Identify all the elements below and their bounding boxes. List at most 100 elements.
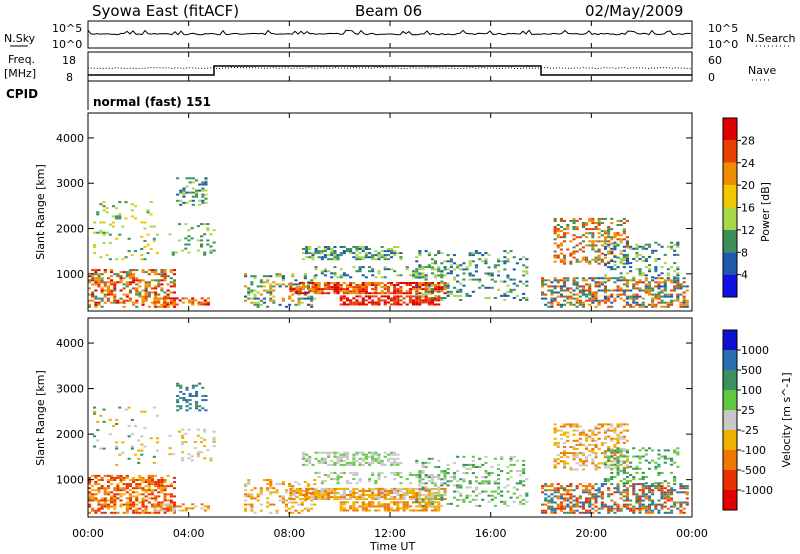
heatmap-cell — [201, 395, 205, 397]
heatmap-cell — [346, 480, 350, 483]
heatmap-cell — [140, 435, 144, 438]
heatmap-cell — [566, 297, 570, 300]
heatmap-cell — [415, 292, 419, 295]
heatmap-cell — [187, 453, 191, 456]
heatmap-cell — [440, 297, 444, 299]
heatmap-cell — [679, 501, 683, 504]
heatmap-cell — [603, 429, 607, 432]
heatmap-cell — [622, 450, 626, 453]
heatmap-cell — [622, 258, 626, 260]
heatmap-cell — [421, 461, 425, 464]
heatmap-cell — [201, 181, 205, 184]
heatmap-cell — [275, 511, 279, 514]
heatmap-cell — [591, 431, 595, 434]
heatmap-cell — [654, 487, 658, 490]
heatmap-cell — [440, 471, 444, 474]
heatmap-cell — [113, 501, 117, 504]
heatmap-cell — [125, 285, 129, 288]
heatmap-cell — [144, 505, 148, 508]
heatmap-cell — [140, 235, 144, 238]
heatmap-cell — [306, 509, 310, 512]
heatmap-cell — [597, 262, 601, 265]
heatmap-cell — [424, 286, 428, 289]
heatmap-cell — [657, 297, 661, 300]
heatmap-cell — [657, 287, 661, 290]
heatmap-cell — [607, 260, 611, 263]
heatmap-cell — [105, 211, 109, 214]
heatmap-cell — [106, 503, 110, 506]
heatmap-cell — [622, 505, 626, 508]
heatmap-cell — [484, 470, 488, 473]
heatmap-cell — [105, 254, 109, 257]
heatmap-cell — [629, 499, 633, 502]
heatmap-cell — [484, 262, 488, 265]
heatmap-cell — [361, 292, 365, 295]
heatmap-cell — [185, 191, 189, 194]
heatmap-cell — [113, 289, 117, 292]
velocity-heatmap-cells — [88, 382, 689, 514]
heatmap-cell — [339, 246, 343, 248]
heatmap-cell — [648, 270, 652, 273]
heatmap-cell — [619, 469, 623, 472]
heatmap-cell — [371, 492, 375, 494]
heatmap-cell — [393, 284, 397, 286]
heatmap-cell — [185, 399, 189, 402]
heatmap-cell — [581, 501, 585, 504]
heatmap-cell — [179, 199, 183, 202]
heatmap-cell — [269, 287, 273, 290]
heatmap-cell — [581, 511, 585, 514]
heatmap-cell — [306, 295, 310, 298]
freq-tick-bottom: 8 — [66, 71, 73, 84]
heatmap-cell — [648, 289, 652, 292]
heatmap-cell — [138, 474, 142, 477]
heatmap-cell — [421, 471, 425, 474]
heatmap-cell — [256, 303, 260, 306]
heatmap-cell — [644, 283, 648, 286]
heatmap-cell — [474, 488, 478, 491]
heatmap-cell — [181, 434, 185, 437]
heatmap-cell — [559, 495, 563, 498]
heatmap-cell — [88, 481, 92, 483]
heatmap-cell — [133, 453, 137, 456]
heatmap-cell — [301, 455, 305, 458]
heatmap-cell — [119, 493, 123, 496]
heatmap-cell — [195, 392, 199, 395]
xtick-label: 04:00 — [173, 527, 205, 540]
heatmap-cell — [415, 303, 419, 306]
heatmap-cell — [368, 256, 372, 259]
heatmap-cell — [386, 489, 390, 492]
heatmap-cell — [607, 277, 611, 280]
heatmap-cell — [553, 487, 557, 490]
heatmap-cell — [490, 272, 494, 275]
heatmap-cell — [346, 509, 350, 512]
heatmap-cell — [673, 262, 677, 265]
heatmap-cell — [190, 455, 194, 458]
heatmap-cell — [616, 433, 620, 436]
heatmap-cell — [569, 505, 573, 508]
heatmap-cell — [342, 272, 346, 275]
heatmap-cell — [641, 301, 645, 304]
heatmap-cell — [247, 293, 251, 296]
heatmap-cell — [196, 434, 200, 437]
heatmap-cell — [393, 295, 397, 298]
heatmap-cell — [437, 286, 441, 289]
heatmap-cell — [597, 423, 601, 426]
heatmap-cell — [493, 490, 497, 493]
heatmap-cell — [191, 301, 195, 304]
heatmap-cell — [638, 505, 642, 508]
heatmap-cell — [603, 241, 607, 244]
heatmap-cell — [377, 459, 381, 462]
heatmap-cell — [654, 277, 658, 280]
heatmap-cell — [588, 435, 592, 438]
heatmap-cell — [648, 467, 652, 470]
heatmap-cell — [657, 489, 661, 492]
heatmap-cell — [547, 501, 551, 504]
heatmap-cell — [311, 254, 315, 257]
heatmap-cell — [160, 303, 164, 306]
heatmap-cell — [625, 460, 629, 463]
heatmap-cell — [200, 301, 204, 304]
heatmap-cell — [323, 286, 327, 289]
heatmap-cell — [471, 455, 475, 458]
heatmap-cell — [493, 297, 497, 299]
heatmap-cell — [157, 285, 161, 288]
